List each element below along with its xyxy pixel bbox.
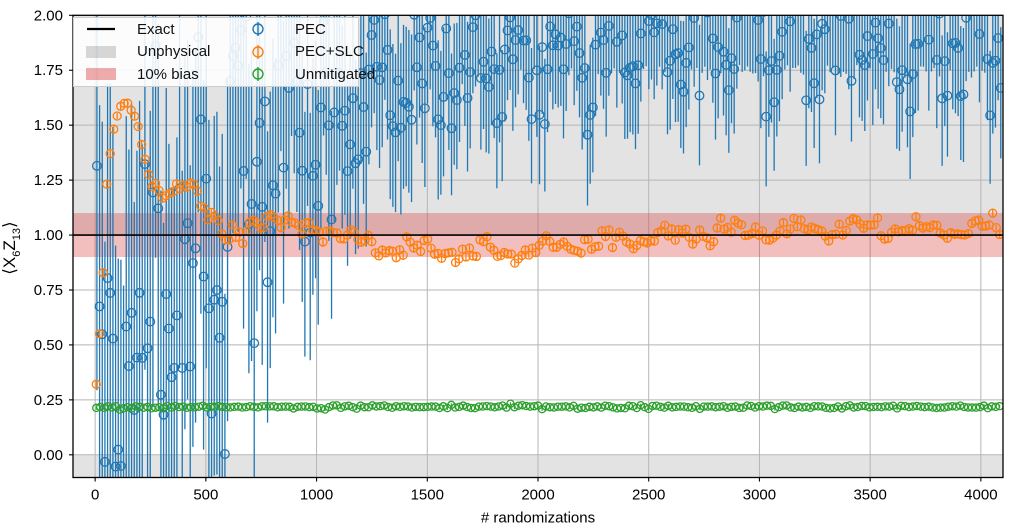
svg-text:500: 500 bbox=[193, 487, 218, 504]
svg-text:2000: 2000 bbox=[521, 487, 554, 504]
svg-text:2.00: 2.00 bbox=[34, 7, 63, 24]
svg-text:4000: 4000 bbox=[964, 487, 997, 504]
svg-text:0.25: 0.25 bbox=[34, 392, 63, 409]
svg-text:1500: 1500 bbox=[411, 487, 444, 504]
svg-text:1.50: 1.50 bbox=[34, 117, 63, 134]
svg-text:3500: 3500 bbox=[853, 487, 886, 504]
svg-text:1.25: 1.25 bbox=[34, 172, 63, 189]
svg-text:1.75: 1.75 bbox=[34, 62, 63, 79]
svg-text:0.75: 0.75 bbox=[34, 282, 63, 299]
svg-text:1000: 1000 bbox=[300, 487, 333, 504]
svg-text:1.00: 1.00 bbox=[34, 227, 63, 244]
svg-text:0.50: 0.50 bbox=[34, 337, 63, 354]
svg-text:3000: 3000 bbox=[743, 487, 776, 504]
svg-text:2500: 2500 bbox=[632, 487, 665, 504]
svg-text:0: 0 bbox=[91, 487, 99, 504]
svg-text:0.00: 0.00 bbox=[34, 447, 63, 464]
svg-text:# randomizations: # randomizations bbox=[481, 510, 595, 527]
